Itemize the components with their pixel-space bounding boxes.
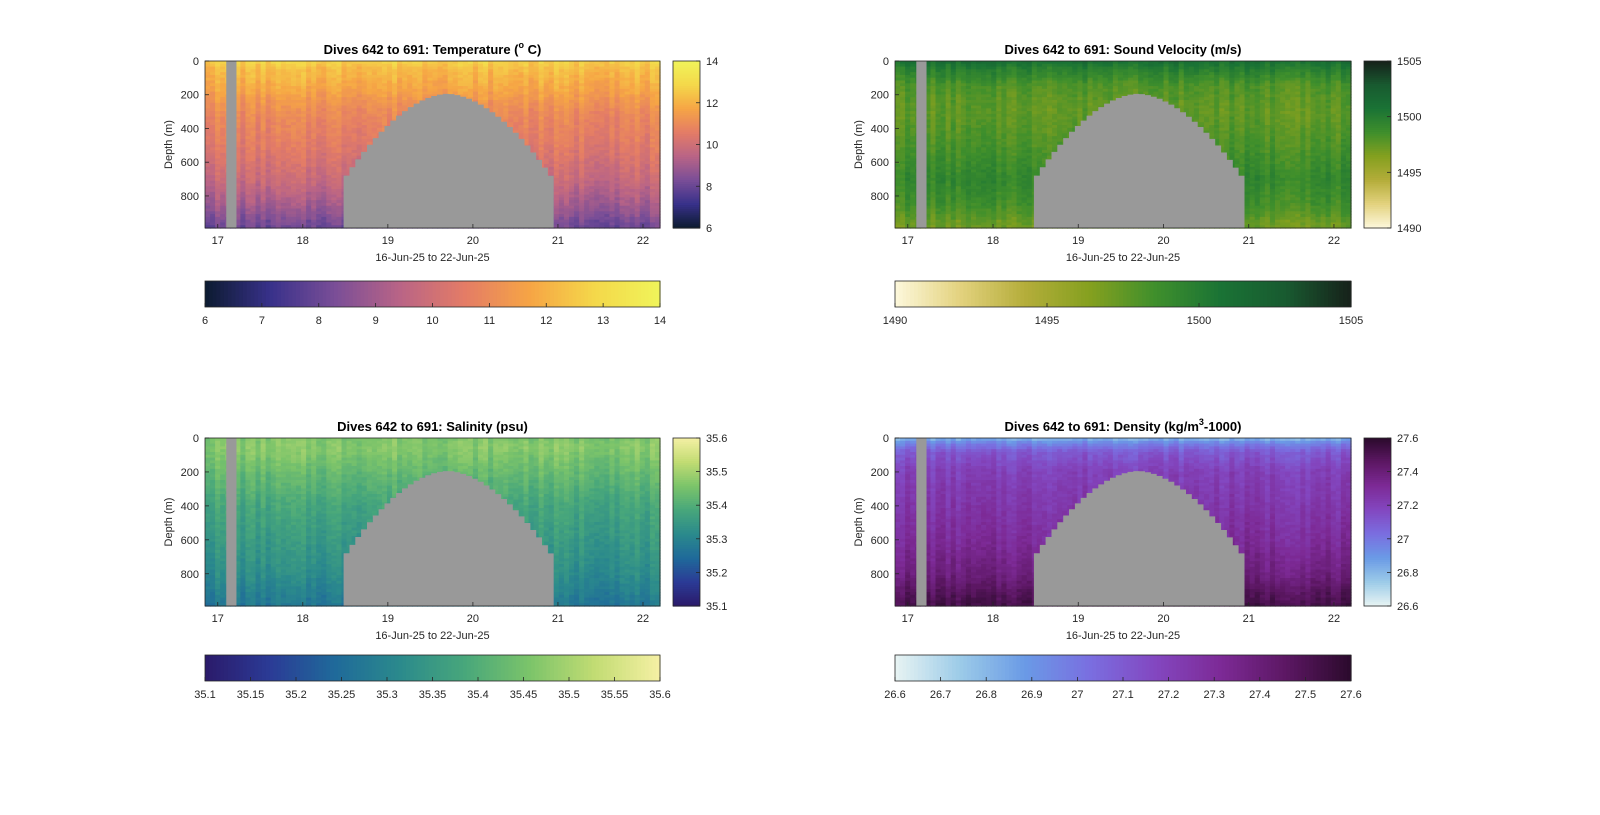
panel-temperature: 17 18 19 20 21 22020040060080016-Jun-25 to 22… bbox=[163, 40, 718, 327]
